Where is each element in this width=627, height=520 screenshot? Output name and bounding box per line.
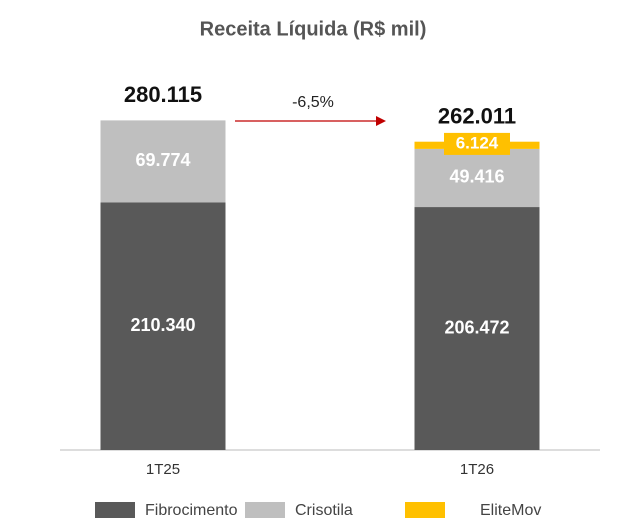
- legend-label: Fibrocimento: [145, 502, 238, 519]
- label-box: [444, 132, 510, 155]
- legend-swatch: [245, 502, 285, 518]
- x-tick-label: 1T26: [460, 461, 494, 478]
- legend-label: EliteMov: [480, 502, 541, 519]
- x-tick-label: 1T25: [146, 461, 180, 478]
- data-label: 49.416: [449, 167, 504, 187]
- total-label: 280.115: [124, 82, 202, 107]
- data-label: 206.472: [444, 317, 509, 337]
- bar-segment: [414, 207, 540, 450]
- legend-swatch: [95, 502, 135, 518]
- legend-swatch: [405, 502, 445, 518]
- chart-title: Receita Líquida (R$ mil): [200, 18, 427, 40]
- data-label: 210.340: [130, 315, 195, 335]
- bar-segment: [100, 120, 226, 203]
- annotation: -6,5%: [292, 94, 334, 111]
- data-label: 69.774: [135, 150, 190, 170]
- arrow-head: [376, 116, 386, 126]
- data-label: 6.124: [456, 133, 499, 152]
- total-label: 262.011: [438, 104, 516, 129]
- bar-segment: [100, 202, 226, 450]
- bar-segment: [414, 148, 540, 208]
- legend-label: Crisotila: [295, 502, 353, 519]
